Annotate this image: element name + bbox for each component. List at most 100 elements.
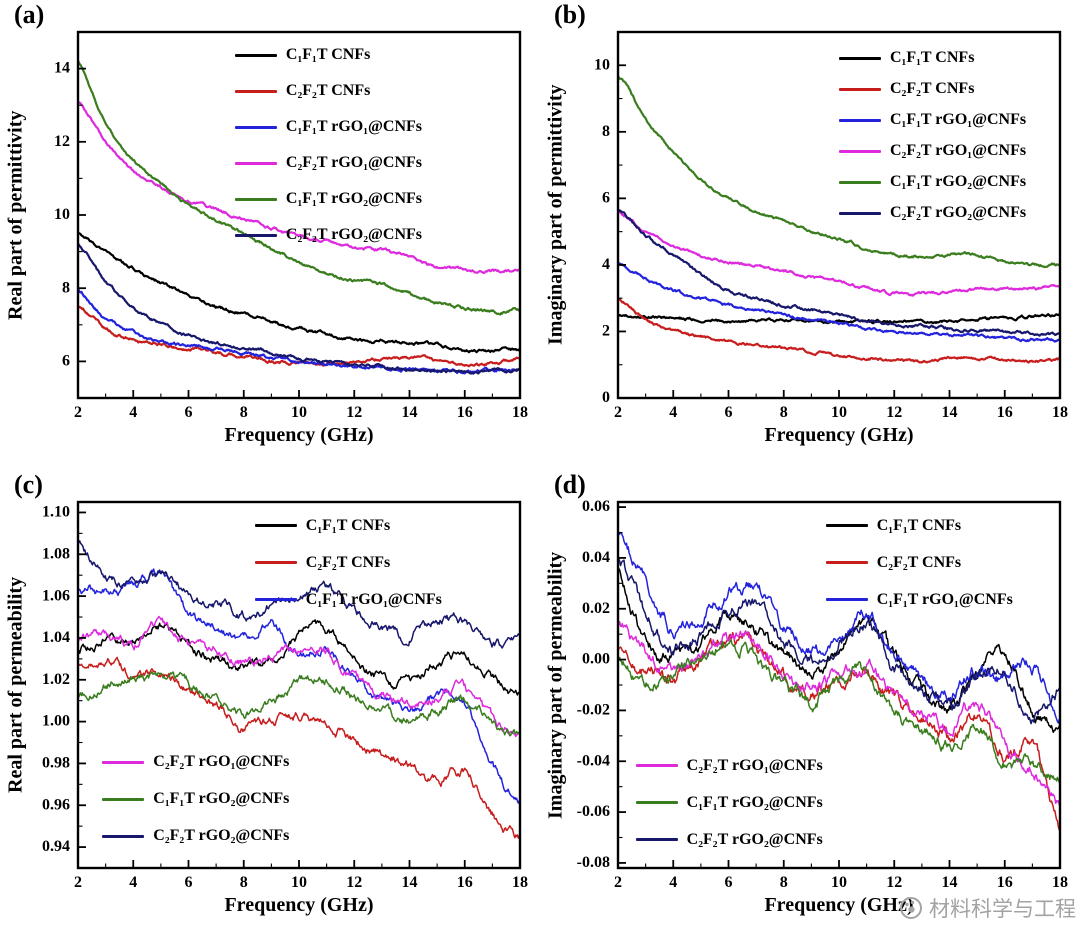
legend-item: C₂F₂T CNFs <box>825 544 1013 581</box>
legend-label: C₁F₁T CNFs <box>285 46 371 64</box>
x-axis-title-b: Frequency (GHz) <box>764 424 914 446</box>
legend-label: C₂F₂T rGO₁@CNFs <box>890 142 1027 160</box>
legend-item: C₂F₂T CNFs <box>234 73 422 109</box>
legend-item: C₂F₂T CNFs <box>254 544 442 581</box>
watermark-text: 材料科学与工程 <box>929 897 1076 921</box>
legend-label: C₁F₁T rGO₁@CNFs <box>890 111 1027 129</box>
legend-label: C₁F₁T rGO₂@CNFs <box>153 790 290 808</box>
watermark: 材料科学与工程 <box>898 893 1076 923</box>
panel-a: (a) Real part of permittivity Frequency … <box>0 0 540 470</box>
panel-c: (c) Real part of permeability Frequency … <box>0 470 540 940</box>
panel-d: (d) Imaginary part of permeability Frequ… <box>540 470 1080 940</box>
legend-label: C₂F₂T rGO₂@CNFs <box>285 226 422 244</box>
legend-item: C₁F₁T rGO₁@CNFs <box>839 105 1026 136</box>
legend-line-sample <box>825 524 868 528</box>
legend-line-sample <box>234 233 277 237</box>
legend-line-sample <box>102 760 145 764</box>
legend-label: C₁F₁T rGO₁@CNFs <box>305 590 442 608</box>
legend-label: C₂F₂T rGO₁@CNFs <box>686 756 823 774</box>
legend-label: C₂F₂T CNFs <box>305 553 391 571</box>
legend-item: C₂F₂T rGO₁@CNFs <box>234 145 422 181</box>
legend-item: C₂F₂T rGO₁@CNFs <box>635 747 823 784</box>
legend-line-sample <box>254 561 297 565</box>
legend-item: C₁F₁T CNFs <box>254 507 442 544</box>
legend-item: C₁F₁T rGO₂@CNFs <box>839 167 1026 198</box>
legend-line-sample <box>825 598 868 602</box>
legend-label: C₂F₂T rGO₁@CNFs <box>153 753 290 771</box>
legend-label: C₁F₁T rGO₂@CNFs <box>285 190 422 208</box>
legend-line-sample <box>102 797 145 801</box>
legend-label: C₁F₁T rGO₂@CNFs <box>686 793 823 811</box>
legend-item: C₂F₂T CNFs <box>839 74 1026 105</box>
legend-item: C₁F₁T CNFs <box>825 507 1013 544</box>
legend-item: C₂F₂T rGO₂@CNFs <box>102 818 289 855</box>
legend-line-sample <box>635 764 678 768</box>
legend-label: C₁F₁T rGO₁@CNFs <box>285 118 422 136</box>
legend-line-sample <box>839 149 881 153</box>
legend-label: C₂F₂T rGO₂@CNFs <box>686 830 823 848</box>
legend-item: C₁F₁T rGO₂@CNFs <box>635 784 823 821</box>
y-axis-title-c: Real part of permeability <box>4 576 27 794</box>
legend-line-sample <box>839 87 881 91</box>
y-axis-title-a: Real part of permittivity <box>4 110 27 320</box>
legend-item: C₂F₂T rGO₁@CNFs <box>102 744 289 781</box>
legend-item: C₁F₁T rGO₂@CNFs <box>102 781 289 818</box>
legend-label: C₂F₂T rGO₂@CNFs <box>890 204 1027 222</box>
legend-line-sample <box>635 838 678 842</box>
panel-letter-b: (b) <box>554 0 586 29</box>
legend-line-sample <box>102 834 145 838</box>
panel-letter-a: (a) <box>14 0 45 29</box>
legend-item: C₁F₁T CNFs <box>234 37 422 73</box>
legend-item: C₂F₂T rGO₂@CNFs <box>234 217 422 253</box>
legend-line-sample <box>234 89 277 93</box>
legend: C₂F₂T rGO₁@CNFs C₁F₁T rGO₂@CNFs C₂F₂T rGO₂… <box>102 744 289 855</box>
legend-label: C₂F₂T rGO₂@CNFs <box>153 827 290 845</box>
watermark-logo-icon <box>900 897 922 919</box>
legend-line-sample <box>635 801 678 805</box>
legend: C₁F₁T CNFs C₂F₂T CNFs C₁F₁T rGO₁@CNFs <box>825 507 1013 618</box>
chart-canvas-d <box>540 470 1080 940</box>
chart-canvas-c <box>0 470 540 940</box>
legend-label: C₁F₁T rGO₂@CNFs <box>890 173 1027 191</box>
legend: C₁F₁T CNFs C₂F₂T CNFs C₁F₁T rGO₁@CNFs C₂F₂T… <box>234 37 422 253</box>
y-axis-title-b: Imaginary part of permittivity <box>544 84 567 346</box>
legend-item: C₂F₂T rGO₂@CNFs <box>839 198 1026 229</box>
legend-line-sample <box>234 197 277 201</box>
y-axis-title-d: Imaginary part of permeability <box>544 551 567 819</box>
legend: C₁F₁T CNFs C₂F₂T CNFs C₁F₁T rGO₁@CNFs <box>254 507 442 618</box>
legend-line-sample <box>234 161 277 165</box>
legend-line-sample <box>254 524 297 528</box>
x-axis-title-a: Frequency (GHz) <box>224 424 374 446</box>
chart-canvas-b <box>540 0 1080 470</box>
legend: C₁F₁T CNFs C₂F₂T CNFs C₁F₁T rGO₁@CNFs C₂F₂T… <box>839 43 1026 229</box>
legend-label: C₂F₂T CNFs <box>890 80 975 98</box>
legend-item: C₁F₁T CNFs <box>839 43 1026 74</box>
legend-label: C₂F₂T rGO₁@CNFs <box>285 154 422 172</box>
x-axis-title-d: Frequency (GHz) <box>764 894 914 916</box>
legend-line-sample <box>839 211 881 215</box>
legend-line-sample <box>234 53 277 57</box>
legend-item: C₁F₁T rGO₁@CNFs <box>254 581 442 618</box>
legend-label: C₁F₁T rGO₁@CNFs <box>876 590 1013 608</box>
legend-line-sample <box>825 561 868 565</box>
legend: C₂F₂T rGO₁@CNFs C₁F₁T rGO₂@CNFs C₂F₂T rGO₂… <box>635 747 823 858</box>
legend-item: C₂F₂T rGO₂@CNFs <box>635 821 823 858</box>
legend-line-sample <box>254 598 297 602</box>
legend-item: C₁F₁T rGO₂@CNFs <box>234 181 422 217</box>
legend-label: C₂F₂T CNFs <box>285 82 371 100</box>
x-axis-title-c: Frequency (GHz) <box>224 894 374 916</box>
legend-line-sample <box>839 118 881 122</box>
panel-b: (b) Imaginary part of permittivity Frequ… <box>540 0 1080 470</box>
panel-letter-d: (d) <box>554 470 586 499</box>
legend-label: C₁F₁T CNFs <box>876 516 962 534</box>
legend-line-sample <box>839 180 881 184</box>
legend-label: C₁F₁T CNFs <box>890 49 975 67</box>
legend-label: C₂F₂T CNFs <box>876 553 962 571</box>
legend-line-sample <box>234 125 277 129</box>
panel-letter-c: (c) <box>14 470 43 499</box>
legend-item: C₁F₁T rGO₁@CNFs <box>825 581 1013 618</box>
legend-item: C₁F₁T rGO₁@CNFs <box>234 109 422 145</box>
legend-label: C₁F₁T CNFs <box>305 516 391 534</box>
legend-line-sample <box>839 56 881 60</box>
